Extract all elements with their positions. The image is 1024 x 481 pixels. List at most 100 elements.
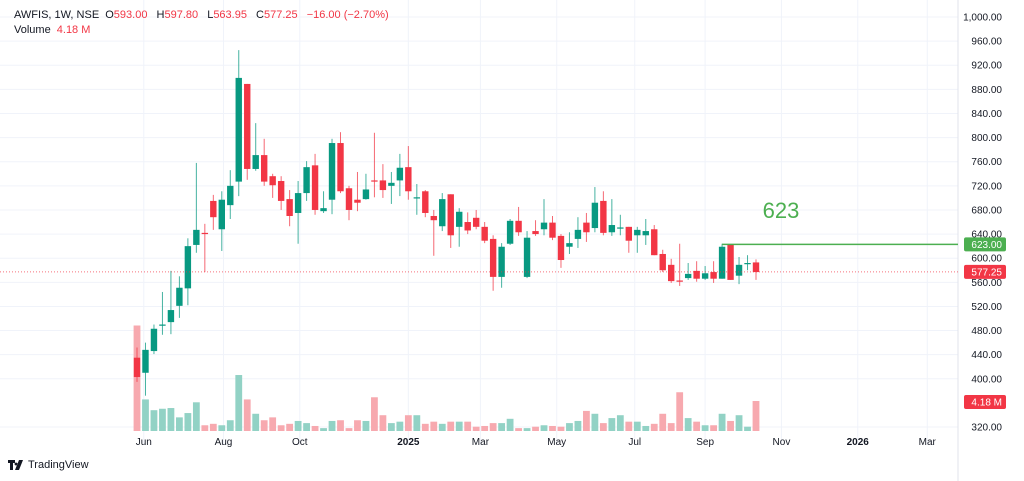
candle-up — [718, 246, 726, 279]
price-tick-label: 320.00 — [971, 423, 1002, 434]
volume-value: 4.18 M — [56, 24, 91, 36]
candle-up — [176, 287, 183, 306]
candle-up — [362, 189, 370, 200]
volume-bar — [243, 399, 251, 431]
volume-bar — [142, 399, 149, 431]
branding-text: TradingView — [28, 459, 89, 471]
volume-bar — [591, 413, 599, 431]
candle-down — [269, 176, 276, 186]
volume-bar — [506, 418, 514, 431]
volume-bar — [328, 420, 336, 431]
volume-bar — [498, 423, 506, 431]
volume-bar — [362, 420, 370, 431]
volume-bar — [481, 425, 489, 431]
volume-bar — [235, 375, 243, 431]
candle-down — [489, 238, 497, 277]
volume-bar — [184, 413, 192, 431]
price-tick-label: 440.00 — [971, 350, 1002, 361]
volume-bar — [523, 428, 531, 431]
candle-down — [532, 231, 539, 235]
candle-up — [566, 243, 573, 247]
volume-bar — [337, 420, 344, 431]
volume-bar — [566, 423, 573, 431]
candle-down — [625, 226, 633, 241]
low-value: 563.95 — [213, 9, 247, 21]
candle-down — [277, 181, 285, 201]
volume-bar — [192, 402, 200, 431]
price-tick-label: 800.00 — [971, 133, 1002, 144]
volume-bar — [226, 420, 234, 431]
price-tick-label: 640.00 — [971, 230, 1002, 241]
candle-up — [413, 197, 421, 199]
volume-bar — [286, 423, 294, 431]
volume-bar — [667, 423, 675, 431]
volume-bar — [515, 428, 522, 431]
price-tick-label: 680.00 — [971, 205, 1002, 216]
volume-bar — [583, 410, 590, 431]
tradingview-icon — [8, 460, 23, 470]
volume-bar — [455, 421, 463, 431]
price-tick-label: 880.00 — [971, 85, 1002, 96]
volume-bar — [430, 421, 438, 431]
candle-down — [651, 229, 658, 256]
candle-up — [540, 222, 548, 230]
candle-up — [634, 229, 641, 236]
candle-down — [583, 222, 590, 233]
candle-up — [523, 237, 531, 277]
volume-bar — [599, 423, 607, 431]
volume-bar — [421, 423, 429, 431]
high-value: 597.80 — [164, 9, 199, 21]
candle-up — [294, 193, 302, 213]
volume-bar — [633, 421, 641, 431]
price-axis[interactable]: 1,000.00 960.00 920.00 880.00 840.00 800.00 76… — [963, 13, 1006, 434]
symbol-label[interactable]: AWFIS, 1W, NSE — [14, 9, 100, 21]
time-tick-label: Jun — [136, 437, 152, 448]
volume-bar — [625, 421, 633, 431]
close-value: 577.25 — [263, 9, 298, 21]
volume-bar — [557, 426, 565, 431]
volume-bar — [167, 408, 175, 431]
volume-bar — [201, 425, 209, 431]
volume-bar — [277, 425, 285, 431]
last-price-badge-bg — [964, 264, 1006, 279]
candle-down — [311, 165, 319, 210]
volume-bar — [532, 426, 539, 431]
volume-bar — [752, 401, 760, 431]
volume-bar — [218, 425, 226, 431]
candle-up — [150, 328, 158, 352]
volume-bars — [133, 325, 760, 431]
price-tick-label: 960.00 — [971, 37, 1002, 48]
volume-bar — [464, 421, 472, 431]
volume-bar — [642, 425, 650, 431]
volume-label[interactable]: Volume — [14, 24, 51, 36]
volume-bar — [574, 420, 582, 431]
candle-up — [303, 167, 310, 194]
time-tick-label: 2025 — [397, 437, 420, 448]
candle-down — [549, 222, 556, 238]
volume-bar — [727, 420, 734, 431]
volume-bar — [718, 413, 726, 431]
volume-bar — [744, 426, 751, 431]
grid-lines — [0, 0, 959, 481]
volume-bar — [650, 423, 658, 431]
volume-bar — [387, 423, 395, 431]
candle-up — [701, 273, 709, 279]
volume-bar — [150, 410, 158, 431]
candle-up — [439, 199, 446, 227]
tradingview-logo[interactable]: TradingView — [8, 459, 89, 471]
candle-down — [210, 200, 217, 218]
candle-down — [201, 232, 209, 235]
level-price-badge-bg — [964, 237, 1006, 252]
time-axis[interactable]: Jun Aug Oct 2025 Mar May Jul Sep Nov 2026 Mar — [136, 437, 937, 448]
candle-up — [498, 246, 505, 277]
candle-up — [218, 199, 225, 230]
candle-up — [608, 225, 616, 233]
candle-down — [260, 155, 268, 182]
volume-bar — [676, 392, 684, 431]
time-tick-label: Sep — [696, 437, 714, 448]
candle-up — [506, 220, 514, 244]
volume-bar — [175, 417, 183, 431]
candle-up — [227, 185, 234, 206]
candle-down — [286, 199, 293, 216]
